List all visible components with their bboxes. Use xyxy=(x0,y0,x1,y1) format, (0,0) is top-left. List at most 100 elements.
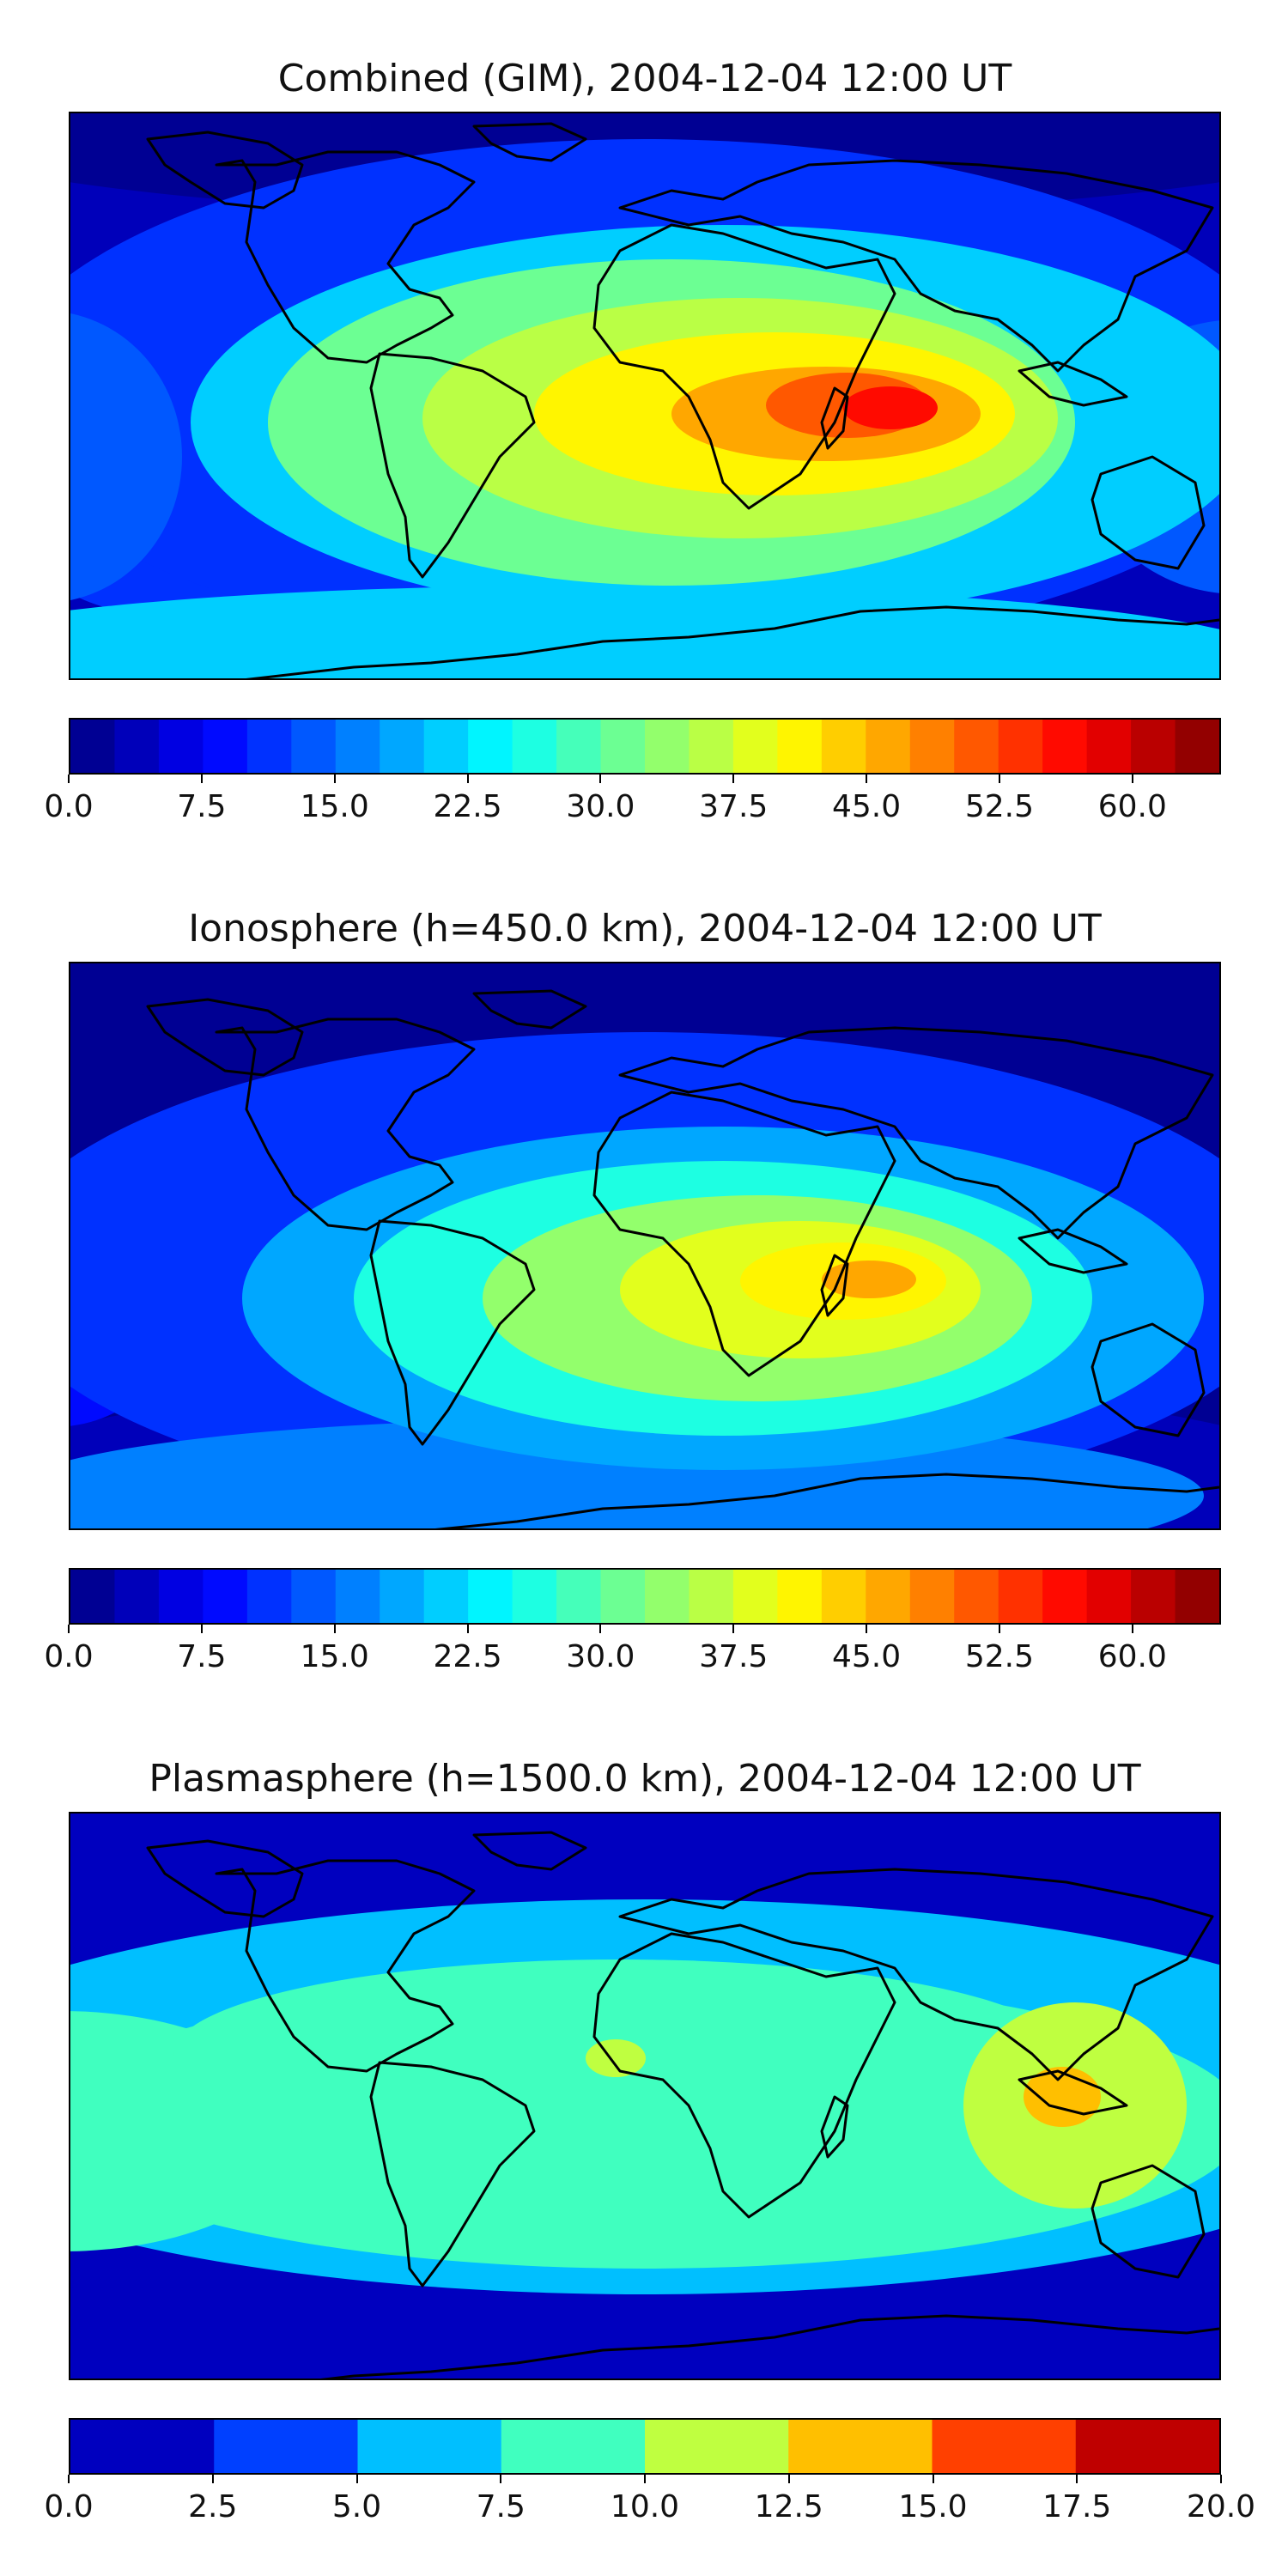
colorbar-segment xyxy=(600,720,646,773)
colorbar-tick xyxy=(68,2475,70,2483)
colorbar-segment xyxy=(1086,1570,1132,1623)
colorbar-segment xyxy=(821,720,866,773)
field-contour xyxy=(586,2039,646,2077)
colorbar-tick-label: 10.0 xyxy=(610,2489,680,2524)
coastline xyxy=(820,1254,849,1317)
colorbar-segment xyxy=(777,720,823,773)
colorbar-svg xyxy=(70,2420,1219,2473)
colorbar-ticks: 0.0 7.5 15.0 22.5 30.0 37.5 45.0 52.5 60.0 xyxy=(44,775,1221,826)
coastline xyxy=(246,605,1219,678)
coastline xyxy=(1018,2069,1128,2116)
colorbar-segment xyxy=(556,1570,602,1623)
colorbar-tick xyxy=(1076,2475,1078,2483)
colorbar-tick-label: 30.0 xyxy=(566,1639,635,1674)
colorbar-segment xyxy=(909,1570,955,1623)
colorbar-segment xyxy=(246,720,292,773)
colorbar-tick xyxy=(200,775,203,783)
colorbar-svg xyxy=(70,1570,1219,1623)
colorbar-segment xyxy=(821,1570,866,1623)
colorbar-tick-label: 60.0 xyxy=(1097,1639,1167,1674)
coastline xyxy=(146,998,304,1077)
colorbar-tick xyxy=(333,775,336,783)
colorbar-tick xyxy=(211,2475,214,2483)
colorbar-segment xyxy=(645,1570,690,1623)
colorbar-segment xyxy=(1042,720,1088,773)
coastline xyxy=(215,150,476,364)
chart-title: Combined (GIM), 2004-12-04 12:00 UT xyxy=(277,57,1012,100)
colorbar-segment xyxy=(423,1570,469,1623)
colorbar-tick xyxy=(599,1625,602,1633)
colorbar-segment xyxy=(954,1570,999,1623)
coastline xyxy=(592,1091,896,1377)
map-plot xyxy=(69,112,1221,680)
colorbar-tick-label: 30.0 xyxy=(566,789,635,824)
colorbar-segment xyxy=(866,1570,911,1623)
field-contour xyxy=(822,1261,916,1298)
colorbar-segment xyxy=(380,1570,425,1623)
colorbar-segment xyxy=(732,720,778,773)
colorbar-segment xyxy=(380,720,425,773)
colorbar-tick xyxy=(866,1625,868,1633)
colorbar-tick xyxy=(732,775,735,783)
coastline xyxy=(369,2061,536,2287)
colorbar-segment xyxy=(335,1570,380,1623)
coastline xyxy=(1091,2164,1206,2279)
colorbar-segment xyxy=(645,720,690,773)
colorbar-segment xyxy=(468,720,513,773)
colorbar-tick xyxy=(355,2475,358,2483)
colorbar-tick-label: 7.5 xyxy=(476,2489,526,2524)
coastline xyxy=(820,2095,849,2159)
coastline xyxy=(146,1839,304,1918)
coastline xyxy=(618,159,1214,373)
colorbar-segment xyxy=(1086,720,1132,773)
colorbar-segment xyxy=(954,720,999,773)
colorbar-segment xyxy=(291,720,337,773)
colorbar-segment xyxy=(1075,2420,1219,2473)
colorbar-tick-label: 60.0 xyxy=(1097,789,1167,824)
coastline xyxy=(820,386,849,450)
colorbar-segment xyxy=(1042,1570,1088,1623)
colorbar-tick-label: 15.0 xyxy=(300,1639,369,1674)
colorbar-segment xyxy=(1131,1570,1176,1623)
colorbar-segment xyxy=(203,1570,248,1623)
colorbar-tick xyxy=(68,1625,70,1633)
coastline xyxy=(472,122,587,162)
colorbar-tick xyxy=(68,775,70,783)
colorbar-tick-label: 52.5 xyxy=(964,789,1034,824)
colorbar-tick-label: 22.5 xyxy=(433,789,502,824)
colorbar-segment xyxy=(214,2420,359,2473)
colorbar-tick-label: 0.0 xyxy=(44,789,94,824)
colorbar-segment xyxy=(998,1570,1043,1623)
colorbar-segment xyxy=(468,1570,513,1623)
colorbar-tick xyxy=(599,775,602,783)
colorbar-segment xyxy=(645,2420,789,2473)
colorbar-segment xyxy=(788,2420,933,2473)
colorbar-tick-label: 52.5 xyxy=(964,1639,1034,1674)
map-plot xyxy=(69,962,1221,1530)
coastline xyxy=(1091,1322,1206,1437)
colorbar-segment xyxy=(909,720,955,773)
colorbar-tick xyxy=(787,2475,790,2483)
colorbar-segment xyxy=(1131,720,1176,773)
coastline xyxy=(1018,361,1128,407)
coastline xyxy=(472,1831,587,1871)
colorbar-tick xyxy=(200,1625,203,1633)
coastline xyxy=(618,1026,1214,1240)
colorbar-tick xyxy=(732,1625,735,1633)
colorbar-svg xyxy=(70,720,1219,773)
colorbar-tick xyxy=(1131,775,1133,783)
colorbar-tick-label: 7.5 xyxy=(177,1639,227,1674)
colorbar-segment xyxy=(512,1570,557,1623)
colorbar-segment xyxy=(512,720,557,773)
colorbar-segment xyxy=(732,1570,778,1623)
colorbar-tick xyxy=(644,2475,646,2483)
colorbar-tick xyxy=(1220,2475,1222,2483)
coastline xyxy=(1091,455,1206,570)
colorbar-segment xyxy=(291,1570,337,1623)
map-plot xyxy=(69,1812,1221,2380)
colorbar-segment xyxy=(158,720,204,773)
colorbar-segment xyxy=(998,720,1043,773)
colorbar-segment xyxy=(689,720,734,773)
colorbar-tick xyxy=(1131,1625,1133,1633)
colorbar-segment xyxy=(246,1570,292,1623)
